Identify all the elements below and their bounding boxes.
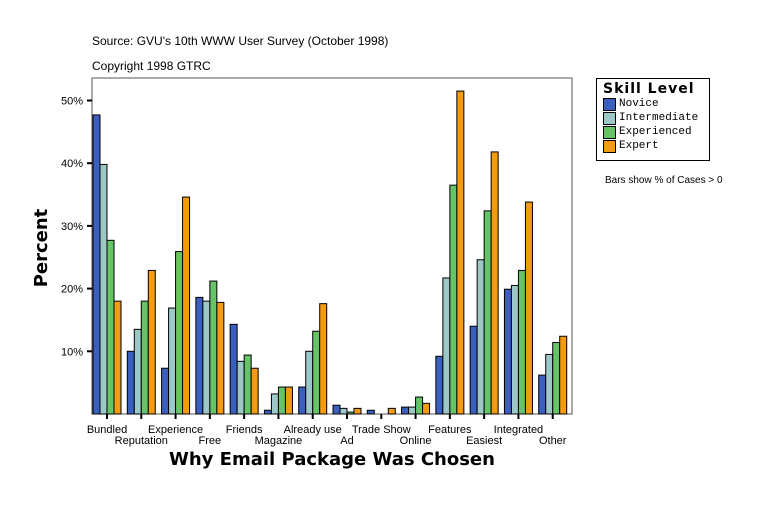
bar-expert (284, 386, 293, 415)
bar-intermediate (408, 406, 417, 415)
legend-item: Expert (603, 139, 709, 153)
y-tick-label: 30% (61, 221, 83, 233)
bar-novice (298, 386, 307, 415)
bars-note: Bars show % of Cases > 0 (605, 175, 723, 186)
bar-intermediate (305, 350, 314, 415)
legend-label: Expert (619, 140, 659, 152)
x-tick-label: Other (539, 435, 567, 447)
y-axis-title: Percent (31, 208, 52, 287)
bar-novice (332, 404, 341, 415)
bar-expert (250, 367, 259, 415)
bar-intermediate (133, 328, 142, 415)
bar-intermediate (99, 163, 108, 415)
bar-expert (490, 151, 499, 415)
x-tick-label: Online (400, 435, 432, 447)
x-tick-label: Friends (226, 424, 263, 436)
legend-swatch (603, 97, 616, 111)
legend-label: Intermediate (619, 112, 699, 124)
bar-experienced (243, 354, 252, 415)
y-tick-label: 10% (61, 346, 83, 358)
bar-experienced (209, 280, 218, 415)
bar-novice (126, 350, 135, 415)
bar-intermediate (270, 393, 279, 415)
y-tick-label: 40% (61, 158, 83, 170)
bar-experienced (415, 396, 424, 415)
x-tick-label: Ad (340, 435, 353, 447)
bar-expert (216, 301, 225, 415)
bar-novice (229, 323, 238, 415)
bar-novice (161, 367, 170, 415)
x-tick-label: Bundled (87, 424, 127, 436)
bar-intermediate (168, 307, 177, 415)
bar-intermediate (339, 407, 348, 415)
bar-intermediate (510, 284, 519, 415)
bar-novice (366, 409, 375, 415)
bar-experienced (175, 251, 184, 415)
bar-intermediate (202, 300, 211, 415)
bar-expert (387, 407, 396, 415)
bar-expert (147, 269, 156, 415)
x-tick-label: Integrated (494, 424, 544, 436)
plot-area (91, 77, 573, 415)
bar-novice (263, 409, 272, 415)
bar-experienced (346, 411, 355, 415)
source-text: Source: GVU's 10th WWW User Survey (Octo… (92, 34, 389, 48)
bar-experienced (312, 330, 321, 415)
bar-novice (469, 325, 478, 415)
bar-experienced (277, 386, 286, 415)
legend-item: Intermediate (603, 111, 709, 125)
x-axis-title: Why Email Package Was Chosen (169, 449, 495, 470)
legend-item: Novice (603, 97, 709, 111)
legend-label: Novice (619, 98, 659, 110)
legend-swatch (603, 125, 616, 139)
bar-expert (353, 407, 362, 415)
bar-expert (559, 335, 568, 415)
legend-swatch (603, 139, 616, 153)
bar-novice (538, 374, 547, 415)
bar-expert (422, 402, 431, 415)
bar-novice (401, 406, 410, 415)
bar-experienced (483, 210, 492, 415)
bar-expert (182, 196, 191, 415)
copyright-text: Copyright 1998 GTRC (92, 59, 211, 73)
legend-swatch (603, 111, 616, 125)
bar-expert (319, 303, 328, 415)
bar-expert (113, 300, 122, 415)
y-tick-label: 20% (61, 284, 83, 296)
x-tick-label: Features (428, 424, 472, 436)
legend-label: Experienced (619, 126, 692, 138)
bar-novice (195, 296, 204, 415)
x-tick-label: Free (199, 435, 222, 447)
x-tick-label: Reputation (115, 435, 168, 447)
x-tick-label: Trade Show (352, 424, 411, 436)
bar-intermediate (442, 277, 451, 415)
bar-experienced (517, 269, 526, 415)
bar-novice (503, 288, 512, 415)
bar-experienced (552, 342, 561, 415)
bar-expert (456, 90, 465, 415)
legend-item: Experienced (603, 125, 709, 139)
x-tick-label: Magazine (255, 435, 303, 447)
bar-intermediate (476, 259, 485, 415)
bar-expert (524, 201, 533, 415)
x-tick-label: Easiest (466, 435, 502, 447)
bar-experienced (140, 300, 149, 415)
bar-experienced (106, 239, 115, 415)
y-tick-label: 50% (61, 96, 83, 108)
bar-novice (92, 114, 101, 415)
bar-experienced (449, 184, 458, 415)
bar-intermediate (236, 360, 245, 415)
x-tick-label: Already use (284, 424, 342, 436)
legend: Skill Level Novice Intermediate Experience… (596, 78, 710, 161)
bar-novice (435, 355, 444, 415)
bar-intermediate (545, 353, 554, 415)
x-tick-label: Experience (148, 424, 203, 436)
legend-title: Skill Level (603, 81, 695, 97)
